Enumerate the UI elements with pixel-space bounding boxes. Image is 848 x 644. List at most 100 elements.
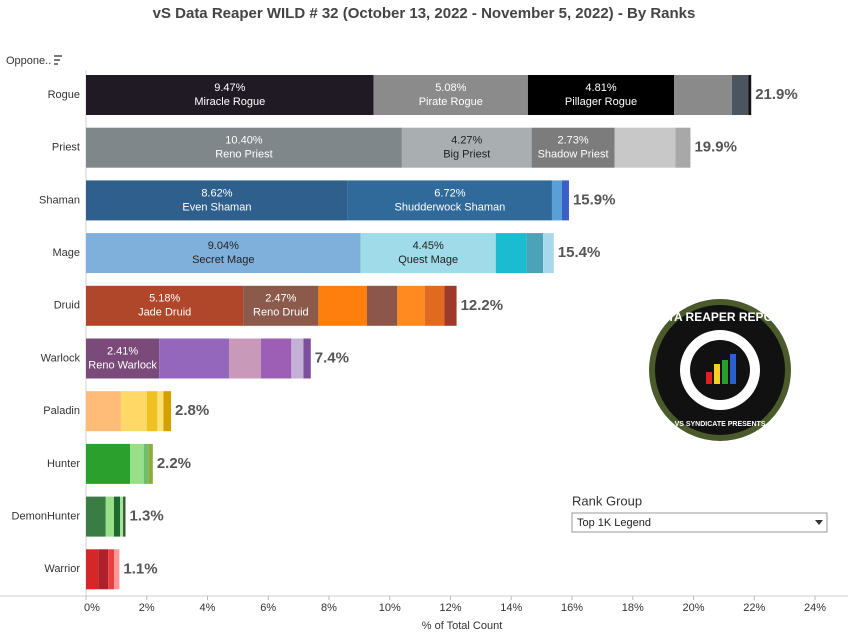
bar-segment xyxy=(260,338,292,379)
bar-segment xyxy=(86,75,374,115)
bar-segment xyxy=(113,496,121,537)
segment-name-label: Pillager Rogue xyxy=(565,96,637,108)
bar-segment xyxy=(551,180,562,221)
bar-segment xyxy=(114,549,120,590)
segment-name-label: Reno Druid xyxy=(253,307,309,319)
segment-name-label: Quest Mage xyxy=(398,254,458,266)
y-tick-label: Warrior xyxy=(44,563,80,575)
bar-segment xyxy=(561,180,569,221)
segment-value-label: 5.18% xyxy=(149,293,180,305)
sort-icon[interactable] xyxy=(54,55,62,65)
x-tick-label: 18% xyxy=(622,602,644,614)
segment-value-label: 2.47% xyxy=(265,293,296,305)
segment-value-label: 4.45% xyxy=(413,240,444,252)
bar-segment xyxy=(86,496,106,537)
bar-segment xyxy=(291,338,304,379)
segment-name-label: Miracle Rogue xyxy=(194,96,265,108)
y-tick-label: Mage xyxy=(52,247,80,259)
y-tick-label: Druid xyxy=(54,300,80,312)
logo-bar xyxy=(714,364,720,384)
bar-segment xyxy=(148,443,153,484)
logo-bar xyxy=(730,354,736,384)
bar-segment xyxy=(163,391,172,432)
segment-name-label: Jade Druid xyxy=(138,307,191,319)
logo-subtitle: VS SYNDICATE PRESENTS xyxy=(675,421,766,428)
segment-value-label: 4.81% xyxy=(585,82,616,94)
bar-segment xyxy=(526,233,544,274)
bar-segment xyxy=(495,233,527,274)
segment-name-label: Even Shaman xyxy=(182,201,251,213)
bar-segment xyxy=(373,75,528,115)
rank-group-selected: Top 1K Legend xyxy=(577,517,651,529)
y-tick-label: Warlock xyxy=(41,352,81,364)
bar-segment xyxy=(731,75,749,115)
segment-name-label: Reno Warlock xyxy=(88,359,157,371)
bar-segment xyxy=(157,391,164,432)
bar-segment xyxy=(675,127,691,168)
y-tick-label: Rogue xyxy=(48,89,80,101)
x-tick-label: 20% xyxy=(682,602,704,614)
segment-value-label: 9.47% xyxy=(214,82,245,94)
segment-value-label: 4.27% xyxy=(451,135,482,147)
total-label: 7.4% xyxy=(315,349,349,366)
bar-segment xyxy=(86,285,244,326)
x-tick-label: 4% xyxy=(200,602,216,614)
bar-segment xyxy=(146,391,158,432)
rank-group-dropdown[interactable] xyxy=(571,512,828,533)
x-tick-label: 14% xyxy=(500,602,522,614)
x-tick-label: 24% xyxy=(804,602,826,614)
total-label: 15.4% xyxy=(558,244,601,261)
segment-value-label: 9.04% xyxy=(208,240,239,252)
dropdown-arrow xyxy=(815,520,823,525)
x-tick-label: 22% xyxy=(743,602,765,614)
rank-group-title: Rank Group xyxy=(572,493,642,508)
total-label: 1.3% xyxy=(129,508,163,525)
total-label: 2.8% xyxy=(175,402,209,419)
bar-segment xyxy=(120,391,147,432)
segment-value-label: 2.41% xyxy=(107,345,138,357)
x-tick-label: 0% xyxy=(84,602,100,614)
logo-bar xyxy=(722,360,728,384)
bar-segment xyxy=(98,549,109,590)
bar-segment xyxy=(360,233,496,274)
segment-name-label: Secret Mage xyxy=(192,254,254,266)
bar-segment xyxy=(229,338,261,379)
x-tick-label: 12% xyxy=(439,602,461,614)
chart-title: vS Data Reaper WILD # 32 (October 13, 20… xyxy=(153,5,696,22)
x-axis-label: % of Total Count xyxy=(422,620,503,632)
bar-segment xyxy=(123,496,126,537)
bar-segment xyxy=(120,496,124,537)
segment-name-label: Reno Priest xyxy=(215,149,272,161)
bar-segment xyxy=(86,338,160,379)
segment-name-label: Big Priest xyxy=(443,149,490,161)
x-tick-label: 10% xyxy=(379,602,401,614)
bar-segment xyxy=(318,285,367,326)
total-label: 2.2% xyxy=(157,455,191,472)
x-tick-label: 2% xyxy=(139,602,155,614)
filter-label[interactable]: Oppone.. xyxy=(6,55,51,67)
bar-segment xyxy=(159,338,230,379)
segment-name-label: Pirate Rogue xyxy=(419,96,483,108)
bar-segment xyxy=(543,233,554,274)
bar-segment xyxy=(86,391,121,432)
segment-name-label: Shadow Priest xyxy=(538,149,609,161)
bar-segment xyxy=(366,285,398,326)
total-label: 15.9% xyxy=(573,191,616,208)
segment-value-label: 6.72% xyxy=(434,187,465,199)
logo-title: DATA REAPER REPORT xyxy=(651,310,789,324)
bar-segment xyxy=(614,127,676,168)
y-tick-label: Hunter xyxy=(47,458,80,470)
bar-segment xyxy=(674,75,732,115)
bar-segment xyxy=(130,443,144,484)
bar-segment xyxy=(86,443,131,484)
bar-segment xyxy=(531,127,615,168)
bar-segment xyxy=(143,443,149,484)
segment-value-label: 8.62% xyxy=(201,187,232,199)
segment-value-label: 10.40% xyxy=(225,135,263,147)
bar-segment xyxy=(86,180,348,221)
segment-value-label: 2.73% xyxy=(557,135,588,147)
segment-name-label: Shudderwock Shaman xyxy=(395,201,506,213)
bar-segment xyxy=(424,285,445,326)
bar-segment xyxy=(86,549,99,590)
bar-segment xyxy=(86,127,402,168)
